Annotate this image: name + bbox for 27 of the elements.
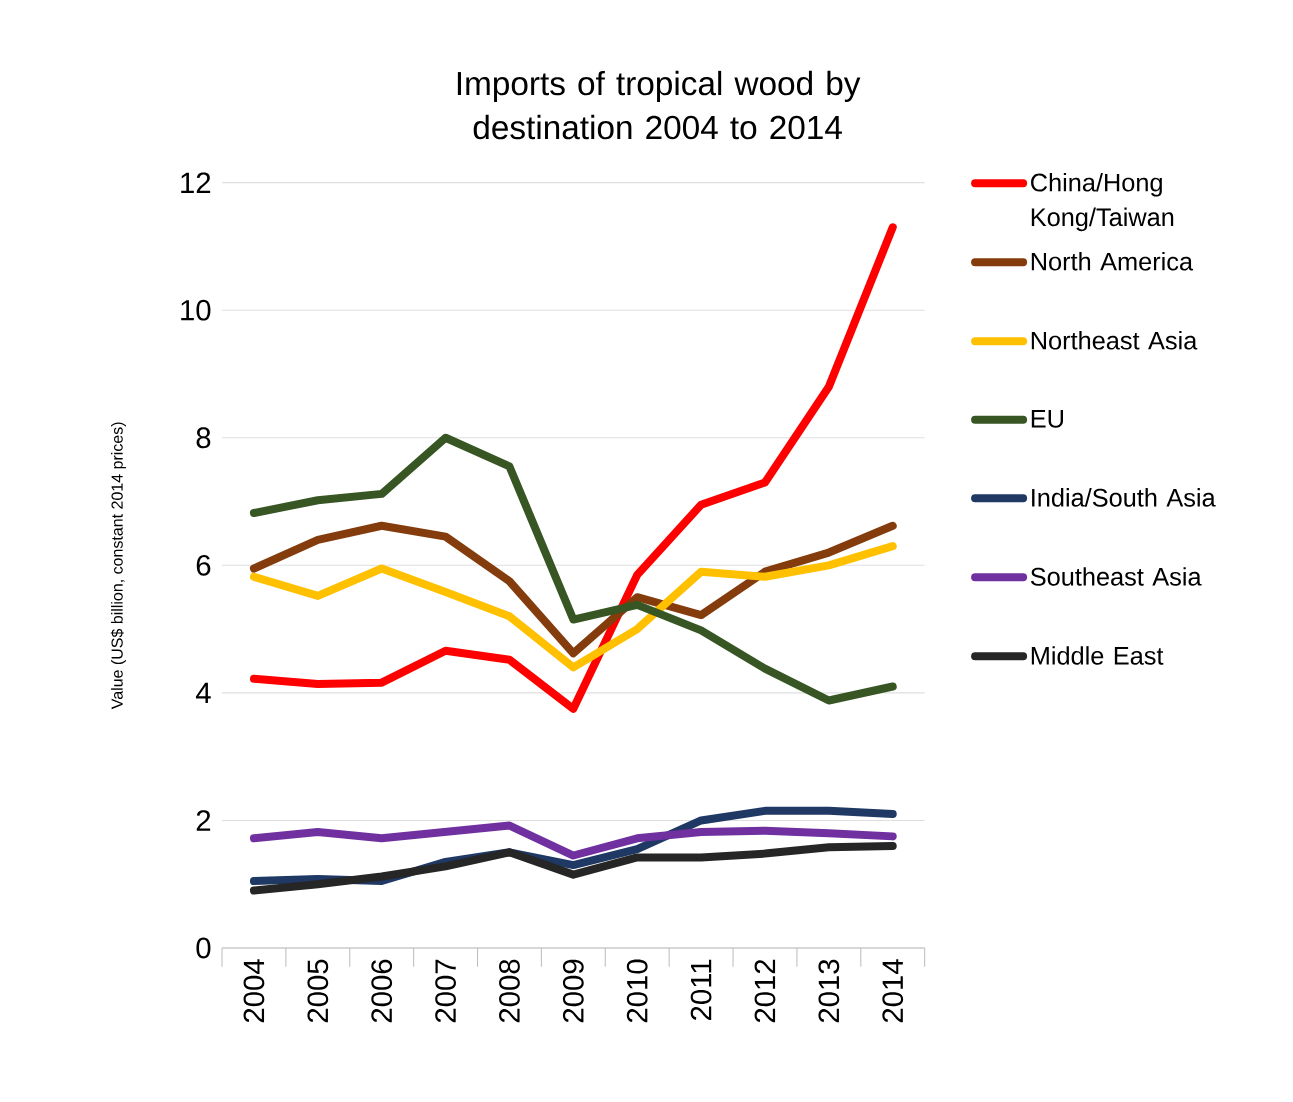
x-tick-label: 2006: [371, 959, 393, 1023]
legend-label: Southeast Asia: [1030, 567, 1202, 586]
x-tick-label: 2004: [243, 959, 265, 1023]
y-tick-label: 4: [195, 682, 211, 703]
chart-title: Imports of tropical wood by destination 2004 to 2014: [457, 70, 861, 140]
y-tick-label: 8: [196, 427, 211, 449]
legend-label: China/Hong Kong/Taiwan: [1031, 172, 1174, 232]
legend-label: EU: [1031, 410, 1063, 428]
y-tick-label: 12: [181, 172, 211, 193]
y-tick-label: 10: [181, 299, 211, 321]
legend-label: North America: [1031, 251, 1194, 271]
y-tick-label: 0: [196, 937, 211, 959]
y-tick-label: 6: [196, 554, 211, 576]
x-tick-label: 2013: [818, 959, 840, 1023]
y-tick-label: 2: [196, 810, 211, 831]
y-axis-title: Value (US$ billion, constant 2014 prices): [110, 422, 126, 710]
legend-label: Northeast Asia: [1031, 330, 1198, 350]
x-tick-label: 2009: [562, 959, 584, 1023]
x-tick-label: 2008: [499, 959, 520, 1023]
x-tick-label: 2012: [754, 959, 776, 1023]
x-tick-label: 2011: [690, 959, 712, 1020]
legend-label: Middle East: [1031, 646, 1164, 665]
x-tick-label: 2005: [307, 959, 329, 1023]
x-tick-label: 2007: [435, 959, 456, 1023]
x-tick-label: 2010: [626, 959, 648, 1023]
x-tick-label: 2014: [882, 959, 904, 1023]
legend-label: India/South Asia: [1032, 488, 1216, 507]
